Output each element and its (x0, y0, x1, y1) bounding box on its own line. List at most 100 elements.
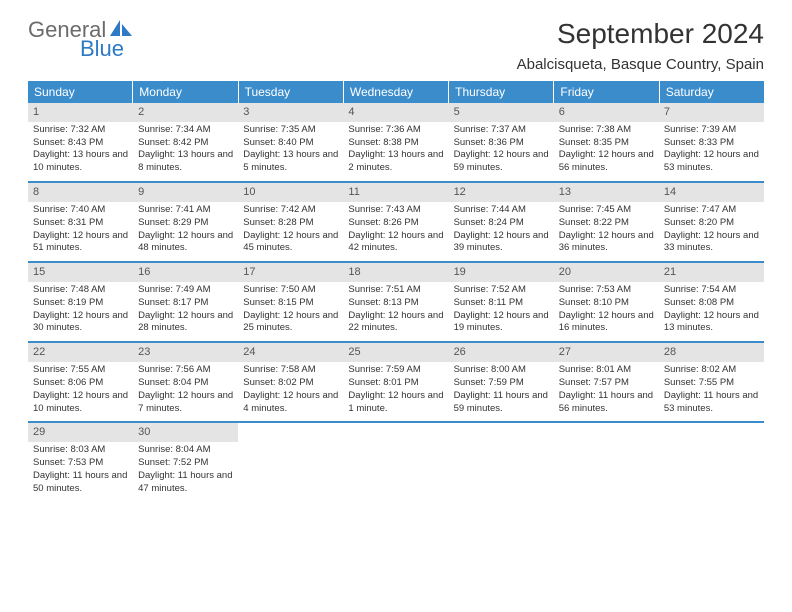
day-cell: 23Sunrise: 7:56 AMSunset: 8:04 PMDayligh… (133, 343, 238, 421)
day-body: Sunrise: 8:02 AMSunset: 7:55 PMDaylight:… (659, 362, 764, 421)
sunset-line: Sunset: 8:40 PM (243, 137, 338, 150)
calendar: SundayMondayTuesdayWednesdayThursdayFrid… (28, 81, 764, 501)
sunrise-line: Sunrise: 7:59 AM (348, 364, 443, 377)
day-cell: 11Sunrise: 7:43 AMSunset: 8:26 PMDayligh… (343, 183, 448, 261)
day-number: 16 (133, 263, 238, 282)
daylight-line: Daylight: 12 hours and 7 minutes. (138, 390, 233, 416)
weekday-header-row: SundayMondayTuesdayWednesdayThursdayFrid… (28, 81, 764, 103)
sunrise-line: Sunrise: 7:35 AM (243, 124, 338, 137)
day-number: 25 (343, 343, 448, 362)
sunset-line: Sunset: 8:26 PM (348, 217, 443, 230)
daylight-line: Daylight: 12 hours and 39 minutes. (454, 230, 549, 256)
sunset-line: Sunset: 7:57 PM (559, 377, 654, 390)
day-cell: 24Sunrise: 7:58 AMSunset: 8:02 PMDayligh… (238, 343, 343, 421)
sunrise-line: Sunrise: 7:52 AM (454, 284, 549, 297)
sunrise-line: Sunrise: 7:39 AM (664, 124, 759, 137)
sunrise-line: Sunrise: 7:54 AM (664, 284, 759, 297)
day-cell: 13Sunrise: 7:45 AMSunset: 8:22 PMDayligh… (554, 183, 659, 261)
day-cell: 27Sunrise: 8:01 AMSunset: 7:57 PMDayligh… (554, 343, 659, 421)
logo-text-blue: Blue (80, 38, 134, 60)
sunrise-line: Sunrise: 7:32 AM (33, 124, 128, 137)
sunrise-line: Sunrise: 8:02 AM (664, 364, 759, 377)
day-cell: 22Sunrise: 7:55 AMSunset: 8:06 PMDayligh… (28, 343, 133, 421)
day-number: 3 (238, 103, 343, 122)
day-body: Sunrise: 7:42 AMSunset: 8:28 PMDaylight:… (238, 202, 343, 261)
day-body: Sunrise: 7:34 AMSunset: 8:42 PMDaylight:… (133, 122, 238, 181)
sunrise-line: Sunrise: 7:40 AM (33, 204, 128, 217)
daylight-line: Daylight: 12 hours and 25 minutes. (243, 310, 338, 336)
day-number: 28 (659, 343, 764, 362)
day-cell: 9Sunrise: 7:41 AMSunset: 8:29 PMDaylight… (133, 183, 238, 261)
day-number: 14 (659, 183, 764, 202)
sunset-line: Sunset: 7:53 PM (33, 457, 128, 470)
day-number: 10 (238, 183, 343, 202)
day-body: Sunrise: 7:41 AMSunset: 8:29 PMDaylight:… (133, 202, 238, 261)
day-number: 24 (238, 343, 343, 362)
day-body: Sunrise: 7:32 AMSunset: 8:43 PMDaylight:… (28, 122, 133, 181)
sunset-line: Sunset: 8:20 PM (664, 217, 759, 230)
day-cell: 10Sunrise: 7:42 AMSunset: 8:28 PMDayligh… (238, 183, 343, 261)
day-number: 9 (133, 183, 238, 202)
daylight-line: Daylight: 12 hours and 56 minutes. (559, 149, 654, 175)
day-body: Sunrise: 8:04 AMSunset: 7:52 PMDaylight:… (133, 442, 238, 501)
empty-cell (659, 423, 764, 501)
daylight-line: Daylight: 12 hours and 13 minutes. (664, 310, 759, 336)
day-cell: 15Sunrise: 7:48 AMSunset: 8:19 PMDayligh… (28, 263, 133, 341)
location: Abalcisqueta, Basque Country, Spain (517, 56, 764, 73)
daylight-line: Daylight: 11 hours and 53 minutes. (664, 390, 759, 416)
daylight-line: Daylight: 12 hours and 30 minutes. (33, 310, 128, 336)
sunset-line: Sunset: 8:24 PM (454, 217, 549, 230)
day-number: 13 (554, 183, 659, 202)
daylight-line: Daylight: 11 hours and 50 minutes. (33, 470, 128, 496)
daylight-line: Daylight: 12 hours and 59 minutes. (454, 149, 549, 175)
day-cell: 19Sunrise: 7:52 AMSunset: 8:11 PMDayligh… (449, 263, 554, 341)
weekday-header: Tuesday (239, 81, 344, 103)
day-cell: 8Sunrise: 7:40 AMSunset: 8:31 PMDaylight… (28, 183, 133, 261)
day-body: Sunrise: 7:40 AMSunset: 8:31 PMDaylight:… (28, 202, 133, 261)
daylight-line: Daylight: 12 hours and 51 minutes. (33, 230, 128, 256)
sunrise-line: Sunrise: 7:45 AM (559, 204, 654, 217)
day-number: 22 (28, 343, 133, 362)
day-cell: 1Sunrise: 7:32 AMSunset: 8:43 PMDaylight… (28, 103, 133, 181)
day-body: Sunrise: 7:39 AMSunset: 8:33 PMDaylight:… (659, 122, 764, 181)
day-body: Sunrise: 7:48 AMSunset: 8:19 PMDaylight:… (28, 282, 133, 341)
day-number: 26 (449, 343, 554, 362)
weekday-header: Friday (554, 81, 659, 103)
day-cell: 29Sunrise: 8:03 AMSunset: 7:53 PMDayligh… (28, 423, 133, 501)
sunrise-line: Sunrise: 7:43 AM (348, 204, 443, 217)
day-body: Sunrise: 7:35 AMSunset: 8:40 PMDaylight:… (238, 122, 343, 181)
sunrise-line: Sunrise: 7:51 AM (348, 284, 443, 297)
sunrise-line: Sunrise: 7:37 AM (454, 124, 549, 137)
sunset-line: Sunset: 8:02 PM (243, 377, 338, 390)
daylight-line: Daylight: 12 hours and 28 minutes. (138, 310, 233, 336)
day-number: 2 (133, 103, 238, 122)
day-body: Sunrise: 7:45 AMSunset: 8:22 PMDaylight:… (554, 202, 659, 261)
sunrise-line: Sunrise: 7:49 AM (138, 284, 233, 297)
sunset-line: Sunset: 8:01 PM (348, 377, 443, 390)
empty-cell (449, 423, 554, 501)
day-body: Sunrise: 8:01 AMSunset: 7:57 PMDaylight:… (554, 362, 659, 421)
sunset-line: Sunset: 8:31 PM (33, 217, 128, 230)
sunset-line: Sunset: 7:55 PM (664, 377, 759, 390)
day-cell: 18Sunrise: 7:51 AMSunset: 8:13 PMDayligh… (343, 263, 448, 341)
day-body: Sunrise: 7:36 AMSunset: 8:38 PMDaylight:… (343, 122, 448, 181)
sunset-line: Sunset: 7:52 PM (138, 457, 233, 470)
weekday-header: Sunday (28, 81, 133, 103)
daylight-line: Daylight: 13 hours and 8 minutes. (138, 149, 233, 175)
sunrise-line: Sunrise: 7:48 AM (33, 284, 128, 297)
day-body: Sunrise: 7:55 AMSunset: 8:06 PMDaylight:… (28, 362, 133, 421)
day-cell: 5Sunrise: 7:37 AMSunset: 8:36 PMDaylight… (449, 103, 554, 181)
day-body: Sunrise: 8:03 AMSunset: 7:53 PMDaylight:… (28, 442, 133, 501)
sunrise-line: Sunrise: 7:53 AM (559, 284, 654, 297)
header: General Blue September 2024 Abalcisqueta… (28, 18, 764, 73)
sunrise-line: Sunrise: 7:58 AM (243, 364, 338, 377)
empty-cell (238, 423, 343, 501)
sunset-line: Sunset: 8:10 PM (559, 297, 654, 310)
sunrise-line: Sunrise: 8:03 AM (33, 444, 128, 457)
sunset-line: Sunset: 8:33 PM (664, 137, 759, 150)
sunrise-line: Sunrise: 8:00 AM (454, 364, 549, 377)
sunset-line: Sunset: 8:22 PM (559, 217, 654, 230)
sunrise-line: Sunrise: 7:47 AM (664, 204, 759, 217)
day-body: Sunrise: 7:59 AMSunset: 8:01 PMDaylight:… (343, 362, 448, 421)
day-number: 20 (554, 263, 659, 282)
